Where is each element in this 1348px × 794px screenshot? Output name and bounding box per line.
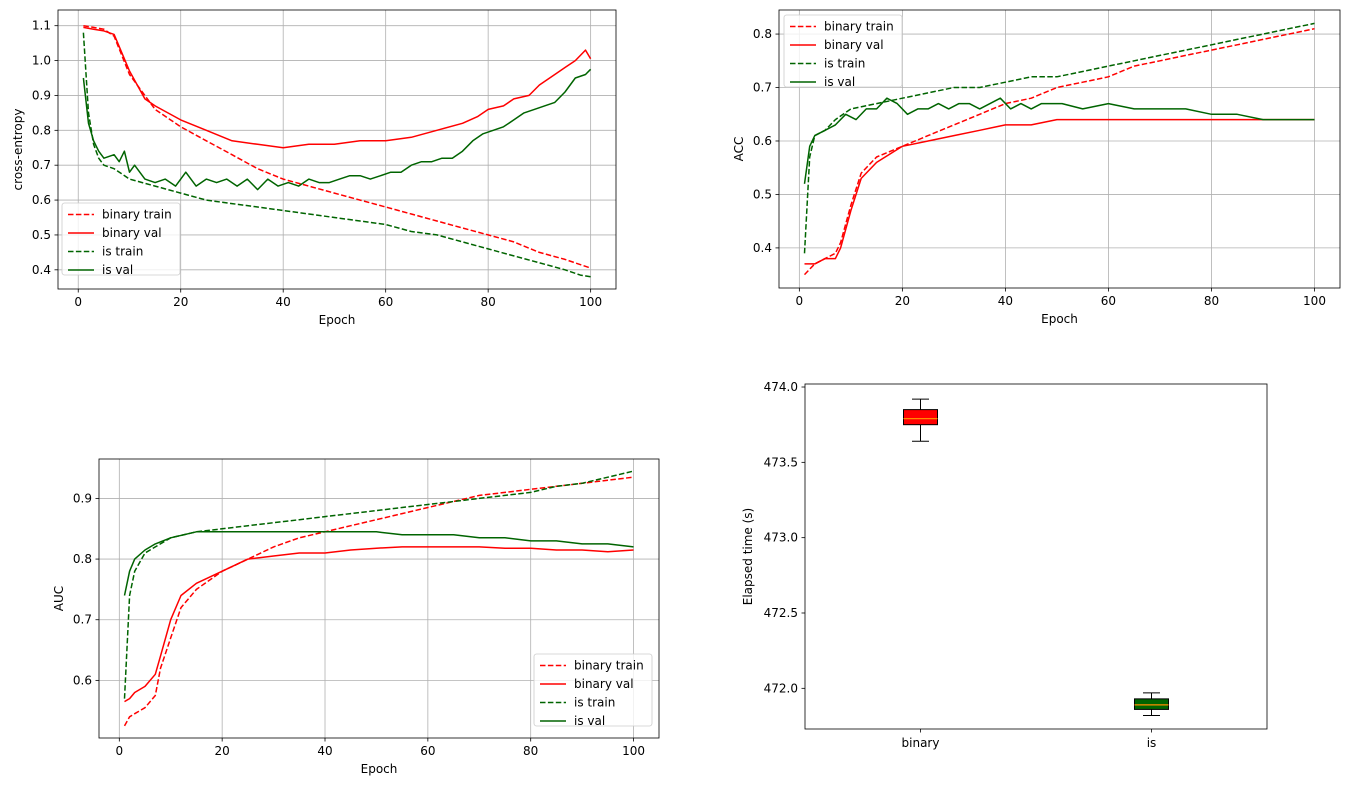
loss-xlabel: Epoch [319,313,356,327]
acc-ytick-label-1: 0.5 [753,187,772,201]
acc-legend-label-binary-train: binary train [824,20,894,34]
acc-xtick-label-2: 40 [998,294,1013,308]
acc-series-binary-val [804,118,1315,265]
auc-axes-frame [98,458,660,739]
auc-ytick-label-0: 0.6 [73,673,92,687]
loss-axes-frame [57,9,617,290]
loss-ytick-label-4: 0.8 [32,123,51,137]
acc-axes-frame [778,9,1341,289]
loss-series-binary-train [83,24,591,269]
auc-legend: binary train binary val is train is val [533,653,653,728]
loss-xtick-label-5: 100 [579,295,602,309]
loss-ytick-label-1: 0.5 [32,228,51,242]
acc-legend-label-binary-val: binary val [824,38,884,52]
acc-xtick-label-4: 80 [1204,294,1219,308]
acc-chart: 0 20 40 60 80 100 0.4 0.5 0.6 0.7 0.8 Epoch ACC binar… [732,9,1341,326]
auc-series-binary-val [124,546,634,703]
auc-ytick-label-2: 0.8 [73,552,92,566]
loss-ytick-label-3: 0.7 [32,158,51,172]
loss-legend-box [61,202,181,276]
time-box-is [1134,698,1169,710]
auc-ytick-label-3: 0.9 [73,491,92,505]
acc-ytick-label-0: 0.4 [753,241,772,255]
acc-series-is-train [803,22,1315,254]
loss-ytick-label-5: 0.9 [32,88,51,102]
acc-legend-box [783,14,903,88]
time-ytick-label-1: 472.5 [764,606,798,620]
time-ytick-label-0: 472.0 [764,681,798,695]
acc-ylabel: ACC [732,137,746,162]
loss-ytick-label-2: 0.6 [32,193,51,207]
acc-xtick-label-3: 60 [1101,294,1116,308]
auc-legend-label-binary-train: binary train [574,659,644,673]
auc-xtick-label-3: 60 [420,744,435,758]
loss-ytick-label-0: 0.4 [32,263,51,277]
time-axes-frame [804,383,1268,730]
time-xtick-label-is: is [1147,736,1157,750]
acc-xtick-label-1: 20 [895,294,910,308]
auc-ylabel: AUC [52,586,66,611]
auc-xtick-label-2: 40 [317,744,332,758]
loss-ytick-label-6: 1.0 [32,54,51,68]
acc-series-is-val [803,97,1315,184]
auc-legend-label-is-val: is val [574,714,605,728]
loss-legend-label-is-val: is val [102,263,133,277]
auc-xtick-label-0: 0 [115,744,123,758]
time-xtick-label-binary: binary [902,736,940,750]
acc-series-binary-train [803,27,1315,276]
loss-xtick-label-0: 0 [74,295,82,309]
auc-xtick-label-5: 100 [622,744,645,758]
acc-ytick-label-2: 0.6 [753,134,772,148]
auc-ytick-label-1: 0.7 [73,613,92,627]
time-ytick-label-2: 473.0 [764,531,798,545]
loss-legend-label-is-train: is train [102,245,143,259]
time-ytick-label-4: 474.0 [764,380,798,394]
auc-chart: 0 20 40 60 80 100 0.6 0.7 0.8 0.9 Epoch AUC binary t… [52,458,660,776]
auc-series-binary-train [123,476,634,727]
auc-legend-box [533,653,653,727]
loss-ylabel: cross-entropy [11,109,25,191]
acc-legend-label-is-val: is val [824,75,855,89]
acc-xlabel: Epoch [1041,312,1078,326]
auc-series-is-val [123,531,634,596]
time-box-binary [903,409,938,426]
loss-legend: binary train binary val is train is val [61,202,181,277]
time-ylabel: Elapsed time (s) [741,508,755,606]
acc-xtick-label-5: 100 [1303,294,1326,308]
acc-legend: binary train binary val is train is val [783,14,903,89]
auc-xlabel: Epoch [361,762,398,776]
loss-xtick-label-1: 20 [173,295,188,309]
time-ytick-label-3: 473.5 [764,455,798,469]
loss-xtick-label-4: 80 [481,295,496,309]
loss-legend-label-binary-val: binary val [102,226,162,240]
loss-xtick-label-2: 40 [276,295,291,309]
loss-xtick-label-3: 60 [378,295,393,309]
loss-series-binary-val [83,26,592,149]
loss-series-is-val [82,68,592,191]
loss-series-is-train [82,32,591,278]
auc-legend-label-is-train: is train [574,696,615,710]
auc-legend-label-binary-val: binary val [574,677,634,691]
loss-legend-label-binary-train: binary train [102,208,172,222]
auc-series-is-train [123,470,634,699]
auc-xtick-label-4: 80 [523,744,538,758]
elapsed-time-chart: binary is 472.0 472.5 473.0 473.5 474.0 Elapsed… [741,380,1268,750]
acc-ytick-label-3: 0.7 [753,81,772,95]
loss-ytick-label-7: 1.1 [32,19,51,33]
acc-xtick-label-0: 0 [796,294,804,308]
auc-xtick-label-1: 20 [215,744,230,758]
acc-legend-label-is-train: is train [824,57,865,71]
acc-ytick-label-4: 0.8 [753,27,772,41]
loss-chart: 0 20 40 60 80 100 0.4 0.5 0.6 0.7 0.8 0.9 1.0 1.1 Epoc… [11,9,617,327]
